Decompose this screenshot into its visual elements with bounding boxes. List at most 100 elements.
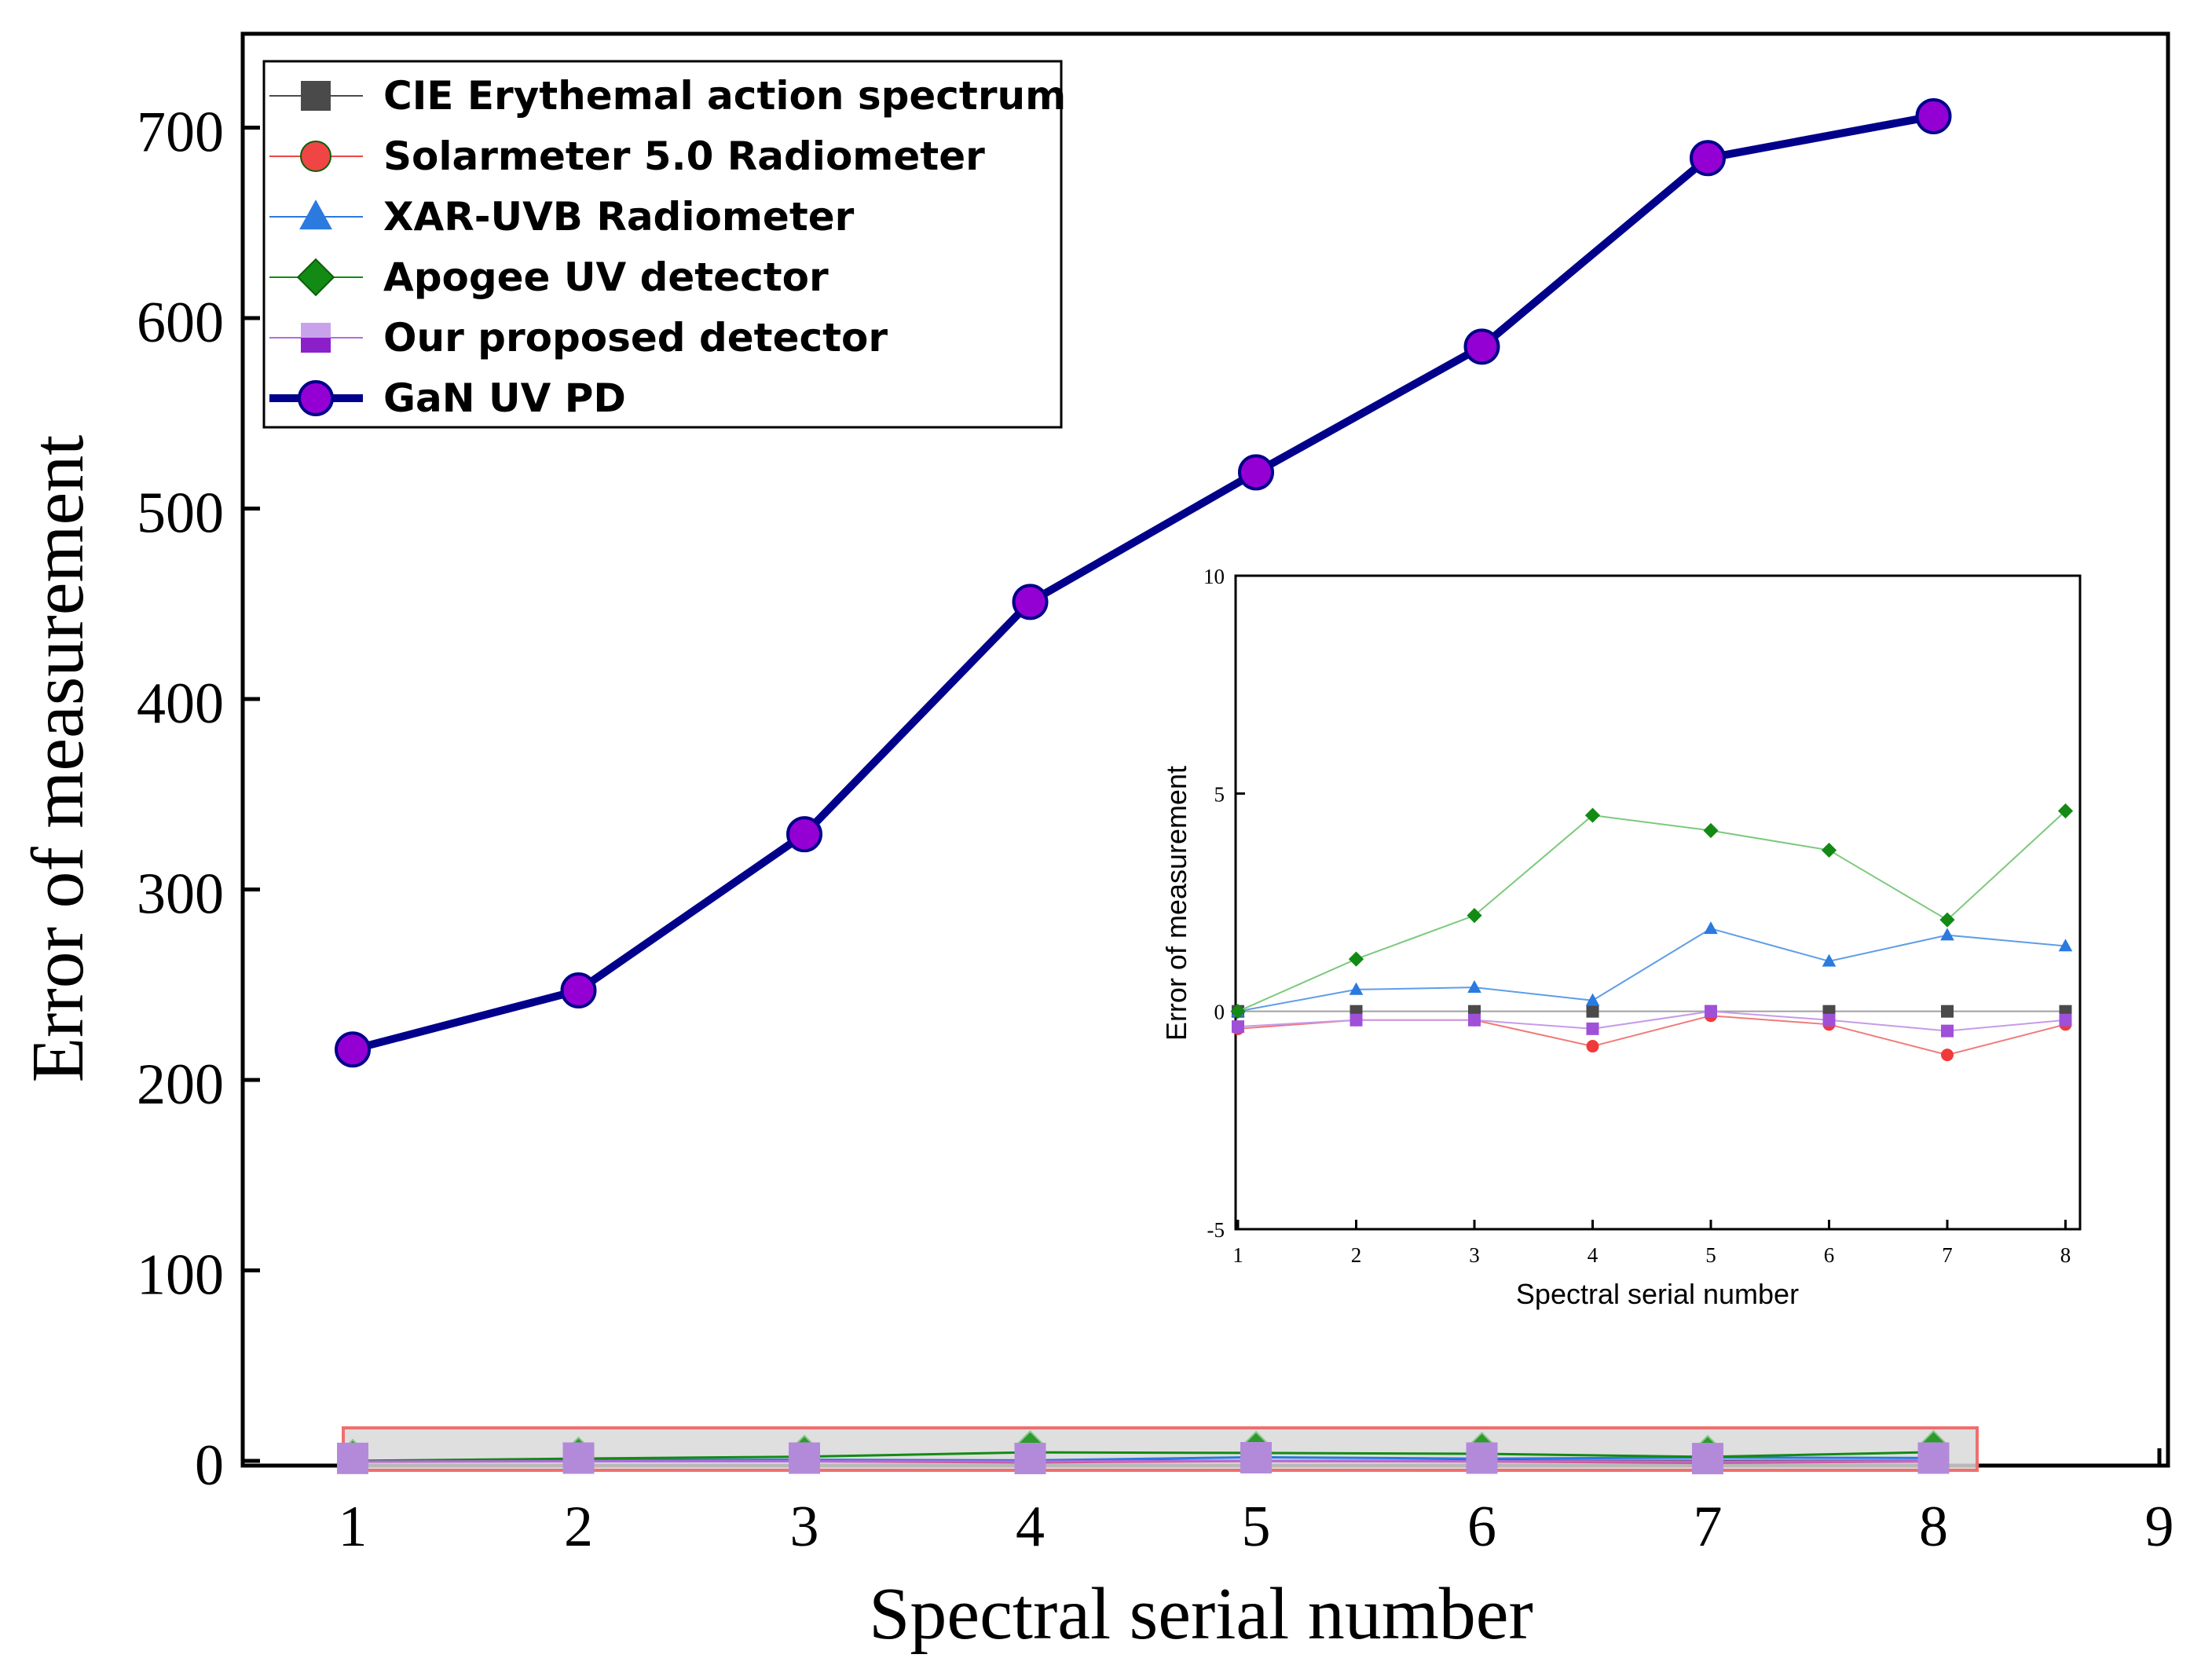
inset-point-cie-erythemal-action-spectrum-7 xyxy=(1941,1005,1954,1018)
inset-x-axis-label: Spectral serial number xyxy=(1516,1278,1799,1310)
main-point-our-proposed-detector-5 xyxy=(1240,1442,1272,1473)
legend: CIE Erythemal action spectrum Solarmeter … xyxy=(262,60,1066,429)
inset-point-our-proposed-detector-4 xyxy=(1586,1022,1599,1035)
inset-x-tick-label-5: 5 xyxy=(1705,1243,1716,1267)
legend-label-gan-uv-pd: GaN UV PD xyxy=(383,375,626,421)
inset-point-xar-uvb-radiometer-7 xyxy=(1940,928,1954,941)
inset-y-tick-label--5: -5 xyxy=(1207,1218,1225,1242)
inset-plot-frame xyxy=(1234,574,2082,1231)
legend-marker-cie-erythemal-action-spectrum xyxy=(301,81,331,111)
inset-point-our-proposed-detector-3 xyxy=(1468,1013,1481,1027)
inset-x-tick-label-6: 6 xyxy=(1824,1243,1835,1267)
main-point-gan-uv-pd-6 xyxy=(1463,328,1500,365)
x-tick-label-3: 3 xyxy=(790,1495,819,1559)
main-series-gan-uv-pd xyxy=(335,97,1952,1068)
inset-point-apogee-uv-detector-1 xyxy=(1230,1004,1246,1019)
inset-point-our-proposed-detector-2 xyxy=(1350,1013,1363,1027)
legend-item-solarmeter-5-0-radiometer: Solarmeter 5.0 Radiometer xyxy=(269,134,985,179)
x-tick-label-7: 7 xyxy=(1694,1495,1723,1559)
inset-point-solarmeter-5-0-radiometer-7 xyxy=(1941,1049,1954,1062)
legend-item-gan-uv-pd: GaN UV PD xyxy=(269,375,626,421)
main-line-our-proposed-detector xyxy=(352,1459,1934,1463)
inset-line-xar-uvb-radiometer xyxy=(1237,928,2066,1012)
main-series-our-proposed-detector xyxy=(337,1442,1950,1475)
y-tick-label-600: 600 xyxy=(137,291,224,355)
legend-marker-solarmeter-5-0-radiometer xyxy=(300,141,331,172)
main-point-our-proposed-detector-6 xyxy=(1466,1442,1498,1474)
legend-marker-our-proposed-detector-bottom xyxy=(301,338,331,353)
x-tick-label-4: 4 xyxy=(1016,1495,1045,1559)
main-point-gan-uv-pd-5 xyxy=(1238,454,1274,491)
y-tick-label-0: 0 xyxy=(195,1433,224,1498)
inset-point-our-proposed-detector-7 xyxy=(1941,1024,1954,1038)
inset-x-tick-label-3: 3 xyxy=(1469,1243,1480,1267)
main-line-gan-uv-pd xyxy=(351,112,1935,1054)
legend-label-solarmeter-5-0-radiometer: Solarmeter 5.0 Radiometer xyxy=(383,134,985,179)
inset-point-apogee-uv-detector-5 xyxy=(1703,822,1719,839)
inset-point-our-proposed-detector-5 xyxy=(1705,1005,1717,1018)
inset-x-tick-label-8: 8 xyxy=(2060,1243,2071,1267)
main-point-gan-uv-pd-4 xyxy=(1012,584,1049,620)
inset-x-tick-label-4: 4 xyxy=(1588,1243,1599,1267)
legend-marker-xar-uvb-radiometer xyxy=(299,199,332,230)
inset-point-our-proposed-detector-1 xyxy=(1232,1020,1244,1034)
inset-line-our-proposed-detector xyxy=(1237,1010,2066,1032)
inset-point-our-proposed-detector-8 xyxy=(2059,1013,2072,1027)
main-point-gan-uv-pd-3 xyxy=(786,816,822,853)
main-point-our-proposed-detector-4 xyxy=(1014,1442,1046,1474)
legend-item-cie-erythemal-action-spectrum: CIE Erythemal action spectrum xyxy=(269,73,1066,119)
y-tick-label-400: 400 xyxy=(137,672,224,736)
inset-point-xar-uvb-radiometer-3 xyxy=(1467,979,1481,993)
inset-point-xar-uvb-radiometer-2 xyxy=(1349,982,1364,995)
inset-point-cie-erythemal-action-spectrum-4 xyxy=(1586,1005,1599,1018)
legend-label-our-proposed-detector: Our proposed detector xyxy=(383,315,888,361)
inset-point-xar-uvb-radiometer-4 xyxy=(1585,993,1600,1006)
legend-marker-gan-uv-pd xyxy=(298,380,334,416)
legend-label-xar-uvb-radiometer: XAR-UVB Radiometer xyxy=(383,194,855,240)
inset-x-tick-label-7: 7 xyxy=(1942,1243,1953,1267)
inset-x-tick-label-2: 2 xyxy=(1351,1243,1362,1267)
main-point-our-proposed-detector-1 xyxy=(337,1442,368,1474)
inset-series-layer xyxy=(1230,803,2074,1062)
inset-point-apogee-uv-detector-7 xyxy=(1939,912,1955,928)
main-point-our-proposed-detector-2 xyxy=(562,1442,595,1474)
legend-items: CIE Erythemal action spectrum Solarmeter … xyxy=(269,73,1066,421)
main-series-layer xyxy=(335,97,1952,1475)
inset-point-xar-uvb-radiometer-5 xyxy=(1704,921,1718,935)
y-tick-label-700: 700 xyxy=(137,101,224,165)
inset-point-xar-uvb-radiometer-6 xyxy=(1822,953,1837,967)
main-line-apogee-uv-detector xyxy=(352,1451,1934,1462)
x-tick-label-1: 1 xyxy=(339,1495,368,1559)
inset-y-tick-label-10: 10 xyxy=(1203,565,1225,588)
legend-label-cie-erythemal-action-spectrum: CIE Erythemal action spectrum xyxy=(383,73,1066,119)
legend-box xyxy=(262,60,1063,429)
main-x-axis-label: Spectral serial number xyxy=(869,1573,1533,1655)
x-tick-label-9: 9 xyxy=(2145,1495,2174,1559)
inset-axes: -5 0 5 10 1 2 3 4 5 6 7 8 xyxy=(1203,565,2071,1267)
main-point-our-proposed-detector-8 xyxy=(1917,1442,1950,1474)
inset-line-apogee-uv-detector xyxy=(1237,810,2067,1012)
main-point-our-proposed-detector-7 xyxy=(1692,1443,1723,1475)
main-point-gan-uv-pd-8 xyxy=(1915,97,1952,134)
main-y-axis-label: Error of measurement xyxy=(17,435,99,1083)
main-point-our-proposed-detector-3 xyxy=(789,1442,820,1474)
y-tick-label-200: 200 xyxy=(137,1052,224,1117)
y-tick-label-100: 100 xyxy=(137,1243,224,1308)
main-point-gan-uv-pd-1 xyxy=(335,1031,371,1068)
inset-x-tick-label-1: 1 xyxy=(1232,1243,1243,1267)
y-tick-label-300: 300 xyxy=(137,862,224,927)
legend-item-xar-uvb-radiometer: XAR-UVB Radiometer xyxy=(269,194,855,240)
x-tick-label-2: 2 xyxy=(564,1495,593,1559)
inset-point-apogee-uv-detector-3 xyxy=(1467,908,1482,924)
main-line-xar-uvb-radiometer xyxy=(352,1455,1934,1462)
main-point-gan-uv-pd-7 xyxy=(1690,140,1726,177)
inset-plot: -5 0 5 10 1 2 3 4 5 6 7 8 Spectral serial number Er… xyxy=(1160,565,2082,1310)
legend-label-apogee-uv-detector: Apogee UV detector xyxy=(383,254,829,300)
inset-point-apogee-uv-detector-2 xyxy=(1348,951,1364,967)
inset-series-apogee-uv-detector xyxy=(1230,803,2074,1019)
main-point-gan-uv-pd-2 xyxy=(560,972,597,1009)
inset-point-apogee-uv-detector-6 xyxy=(1821,842,1837,858)
